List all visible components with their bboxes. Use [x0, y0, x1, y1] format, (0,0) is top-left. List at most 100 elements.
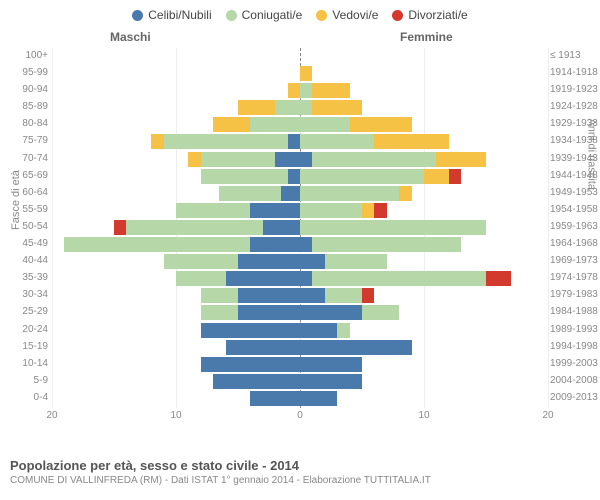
- bar-segment: [312, 237, 461, 252]
- birth-year-label: 1919-1923: [550, 84, 600, 95]
- age-label: 35-39: [2, 272, 48, 283]
- legend-item: Vedovi/e: [316, 8, 378, 22]
- age-label: 100+: [2, 50, 48, 61]
- birth-year-label: 1974-1978: [550, 272, 600, 283]
- female-bar: [300, 323, 350, 338]
- bar-segment: [288, 169, 300, 184]
- age-label: 5-9: [2, 375, 48, 386]
- bar-segment: [399, 186, 411, 201]
- age-row: 60-641949-1953: [52, 185, 548, 202]
- bar-segment: [300, 203, 362, 218]
- legend-label: Celibi/Nubili: [148, 8, 211, 22]
- age-row: 55-591954-1958: [52, 202, 548, 219]
- male-bar: [151, 134, 300, 149]
- legend-label: Coniugati/e: [242, 8, 303, 22]
- bar-segment: [312, 83, 349, 98]
- bar-segment: [300, 134, 374, 149]
- bar-segment: [300, 169, 424, 184]
- x-tick-label: 20: [46, 410, 57, 421]
- female-bar: [300, 134, 449, 149]
- age-row: 70-741939-1943: [52, 151, 548, 168]
- bar-segment: [201, 152, 275, 167]
- bar-segment: [486, 271, 511, 286]
- bar-segment: [114, 220, 126, 235]
- birth-year-label: 1994-1998: [550, 341, 600, 352]
- age-label: 15-19: [2, 341, 48, 352]
- age-label: 75-79: [2, 135, 48, 146]
- age-label: 40-44: [2, 255, 48, 266]
- bar-segment: [325, 254, 387, 269]
- male-bar: [201, 169, 300, 184]
- female-bar: [300, 66, 312, 81]
- bar-segment: [374, 203, 386, 218]
- legend-item: Divorziati/e: [392, 8, 467, 22]
- bar-segment: [300, 152, 312, 167]
- bar-segment: [219, 186, 281, 201]
- bar-segment: [300, 83, 312, 98]
- age-row: 5-92004-2008: [52, 373, 548, 390]
- birth-year-label: 1934-1938: [550, 135, 600, 146]
- age-row: 95-991914-1918: [52, 65, 548, 82]
- bar-segment: [300, 66, 312, 81]
- bar-segment: [300, 100, 312, 115]
- bar-segment: [300, 323, 337, 338]
- age-label: 85-89: [2, 101, 48, 112]
- female-bar: [300, 186, 412, 201]
- bar-segment: [312, 152, 436, 167]
- age-row: 90-941919-1923: [52, 82, 548, 99]
- age-label: 20-24: [2, 324, 48, 335]
- female-bar: [300, 254, 387, 269]
- bar-segment: [164, 254, 238, 269]
- age-row: 20-241989-1993: [52, 322, 548, 339]
- bar-segment: [201, 288, 238, 303]
- birth-year-label: 1984-1988: [550, 306, 600, 317]
- bar-segment: [201, 305, 238, 320]
- bar-segment: [362, 288, 374, 303]
- bar-segment: [250, 203, 300, 218]
- age-row: 85-891924-1928: [52, 99, 548, 116]
- legend-item: Coniugati/e: [226, 8, 303, 22]
- age-row: 10-141999-2003: [52, 356, 548, 373]
- age-label: 70-74: [2, 153, 48, 164]
- female-bar: [300, 100, 362, 115]
- legend-item: Celibi/Nubili: [132, 8, 211, 22]
- age-row: 45-491964-1968: [52, 236, 548, 253]
- age-row: 40-441969-1973: [52, 253, 548, 270]
- age-label: 90-94: [2, 84, 48, 95]
- male-bar: [238, 100, 300, 115]
- bar-segment: [281, 186, 300, 201]
- bar-segment: [151, 134, 163, 149]
- bar-segment: [126, 220, 262, 235]
- age-label: 10-14: [2, 358, 48, 369]
- bar-segment: [436, 152, 486, 167]
- chart-subtitle: COMUNE DI VALLINFREDA (RM) - Dati ISTAT …: [10, 475, 590, 486]
- male-bar: [213, 374, 300, 389]
- bar-segment: [362, 203, 374, 218]
- x-tick-label: 10: [418, 410, 429, 421]
- bar-segment: [164, 134, 288, 149]
- bar-segment: [238, 288, 300, 303]
- x-tick-label: 10: [170, 410, 181, 421]
- bar-segment: [188, 152, 200, 167]
- birth-year-label: 1964-1968: [550, 238, 600, 249]
- bar-segment: [300, 357, 362, 372]
- birth-year-label: 2009-2013: [550, 392, 600, 403]
- bar-segment: [288, 83, 300, 98]
- age-label: 0-4: [2, 392, 48, 403]
- age-row: 30-341979-1983: [52, 287, 548, 304]
- bar-segment: [201, 169, 288, 184]
- bar-segment: [263, 220, 300, 235]
- male-bar: [176, 271, 300, 286]
- female-bar: [300, 117, 412, 132]
- bar-segment: [300, 186, 399, 201]
- population-pyramid-chart: Celibi/Nubili Coniugati/e Vedovi/e Divorzia…: [0, 0, 600, 500]
- bar-segment: [275, 100, 300, 115]
- bar-segment: [300, 288, 325, 303]
- bar-segment: [424, 169, 449, 184]
- bar-segment: [325, 288, 362, 303]
- male-bar: [201, 323, 300, 338]
- age-label: 65-69: [2, 170, 48, 181]
- legend-label: Divorziati/e: [408, 8, 467, 22]
- male-bar: [219, 186, 300, 201]
- age-row: 50-541959-1963: [52, 219, 548, 236]
